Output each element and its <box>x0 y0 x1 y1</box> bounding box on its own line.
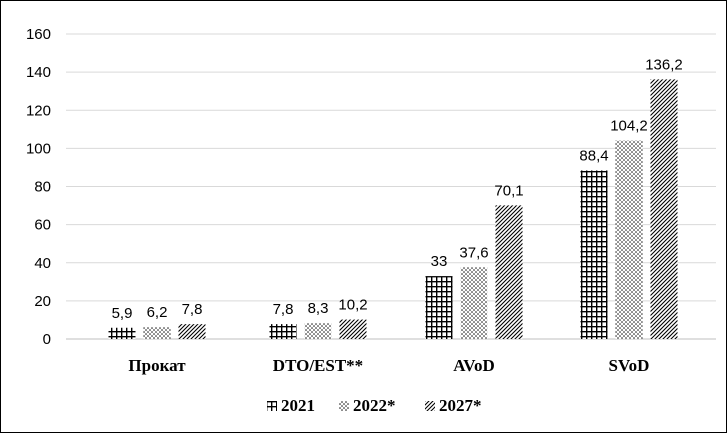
data-label: 10,2 <box>338 297 367 314</box>
data-label: 104,2 <box>610 117 648 134</box>
grid-lines <box>66 33 716 340</box>
y-tick-label: 140 <box>26 64 51 81</box>
bar-2021-1 <box>269 324 297 339</box>
legend-swatch <box>267 401 277 411</box>
data-label: 5,9 <box>112 305 133 322</box>
y-tick-label: 100 <box>26 140 51 157</box>
category-label: DTO/EST** <box>273 356 363 375</box>
bar-2021-0 <box>108 327 136 339</box>
bar-2021-3 <box>580 170 608 339</box>
y-axis: 0 20 40 60 80 100 120 140 160 <box>26 26 51 348</box>
data-label: 70,1 <box>494 182 523 199</box>
category-label: Прокат <box>128 356 186 375</box>
y-tick-label: 160 <box>26 26 51 43</box>
data-label: 7,8 <box>273 301 294 318</box>
y-tick-label: 60 <box>34 217 51 234</box>
y-tick-label: 40 <box>34 255 51 272</box>
bar-2027-0 <box>178 324 206 339</box>
data-label: 8,3 <box>308 300 329 317</box>
y-tick-label: 0 <box>43 331 51 348</box>
legend-label: 2021 <box>281 396 315 415</box>
data-label: 136,2 <box>645 56 683 73</box>
legend-swatch <box>339 401 349 411</box>
data-label: 7,8 <box>182 301 203 318</box>
legend: 2021 2022* 2027* <box>267 396 482 415</box>
data-label: 33 <box>431 253 448 270</box>
bar-2022-3 <box>615 140 643 339</box>
bar-2022-2 <box>460 267 488 339</box>
y-tick-label: 120 <box>26 102 51 119</box>
bar-2022-1 <box>304 323 332 339</box>
data-label: 6,2 <box>147 304 168 321</box>
bar-2022-0 <box>143 327 171 339</box>
bar-2027-2 <box>495 205 523 339</box>
data-label: 88,4 <box>579 147 608 164</box>
bars <box>108 79 678 340</box>
legend-label: 2022* <box>353 396 396 415</box>
bar-2021-2 <box>425 276 453 339</box>
legend-swatch <box>425 401 435 411</box>
category-label: SVoD <box>609 356 650 375</box>
data-label: 37,6 <box>459 244 488 261</box>
y-tick-label: 80 <box>34 179 51 196</box>
y-tick-label: 20 <box>34 293 51 310</box>
legend-label: 2027* <box>439 396 482 415</box>
bar-2027-1 <box>339 319 367 339</box>
x-axis: Прокат DTO/EST** AVoD SVoD <box>128 356 649 375</box>
category-label: AVoD <box>453 356 495 375</box>
data-labels: 5,9 7,8 33 88,4 6,2 8,3 37,6 104,2 7,8 10,2 70,1 13… <box>112 56 683 321</box>
bar-2027-3 <box>650 79 678 340</box>
